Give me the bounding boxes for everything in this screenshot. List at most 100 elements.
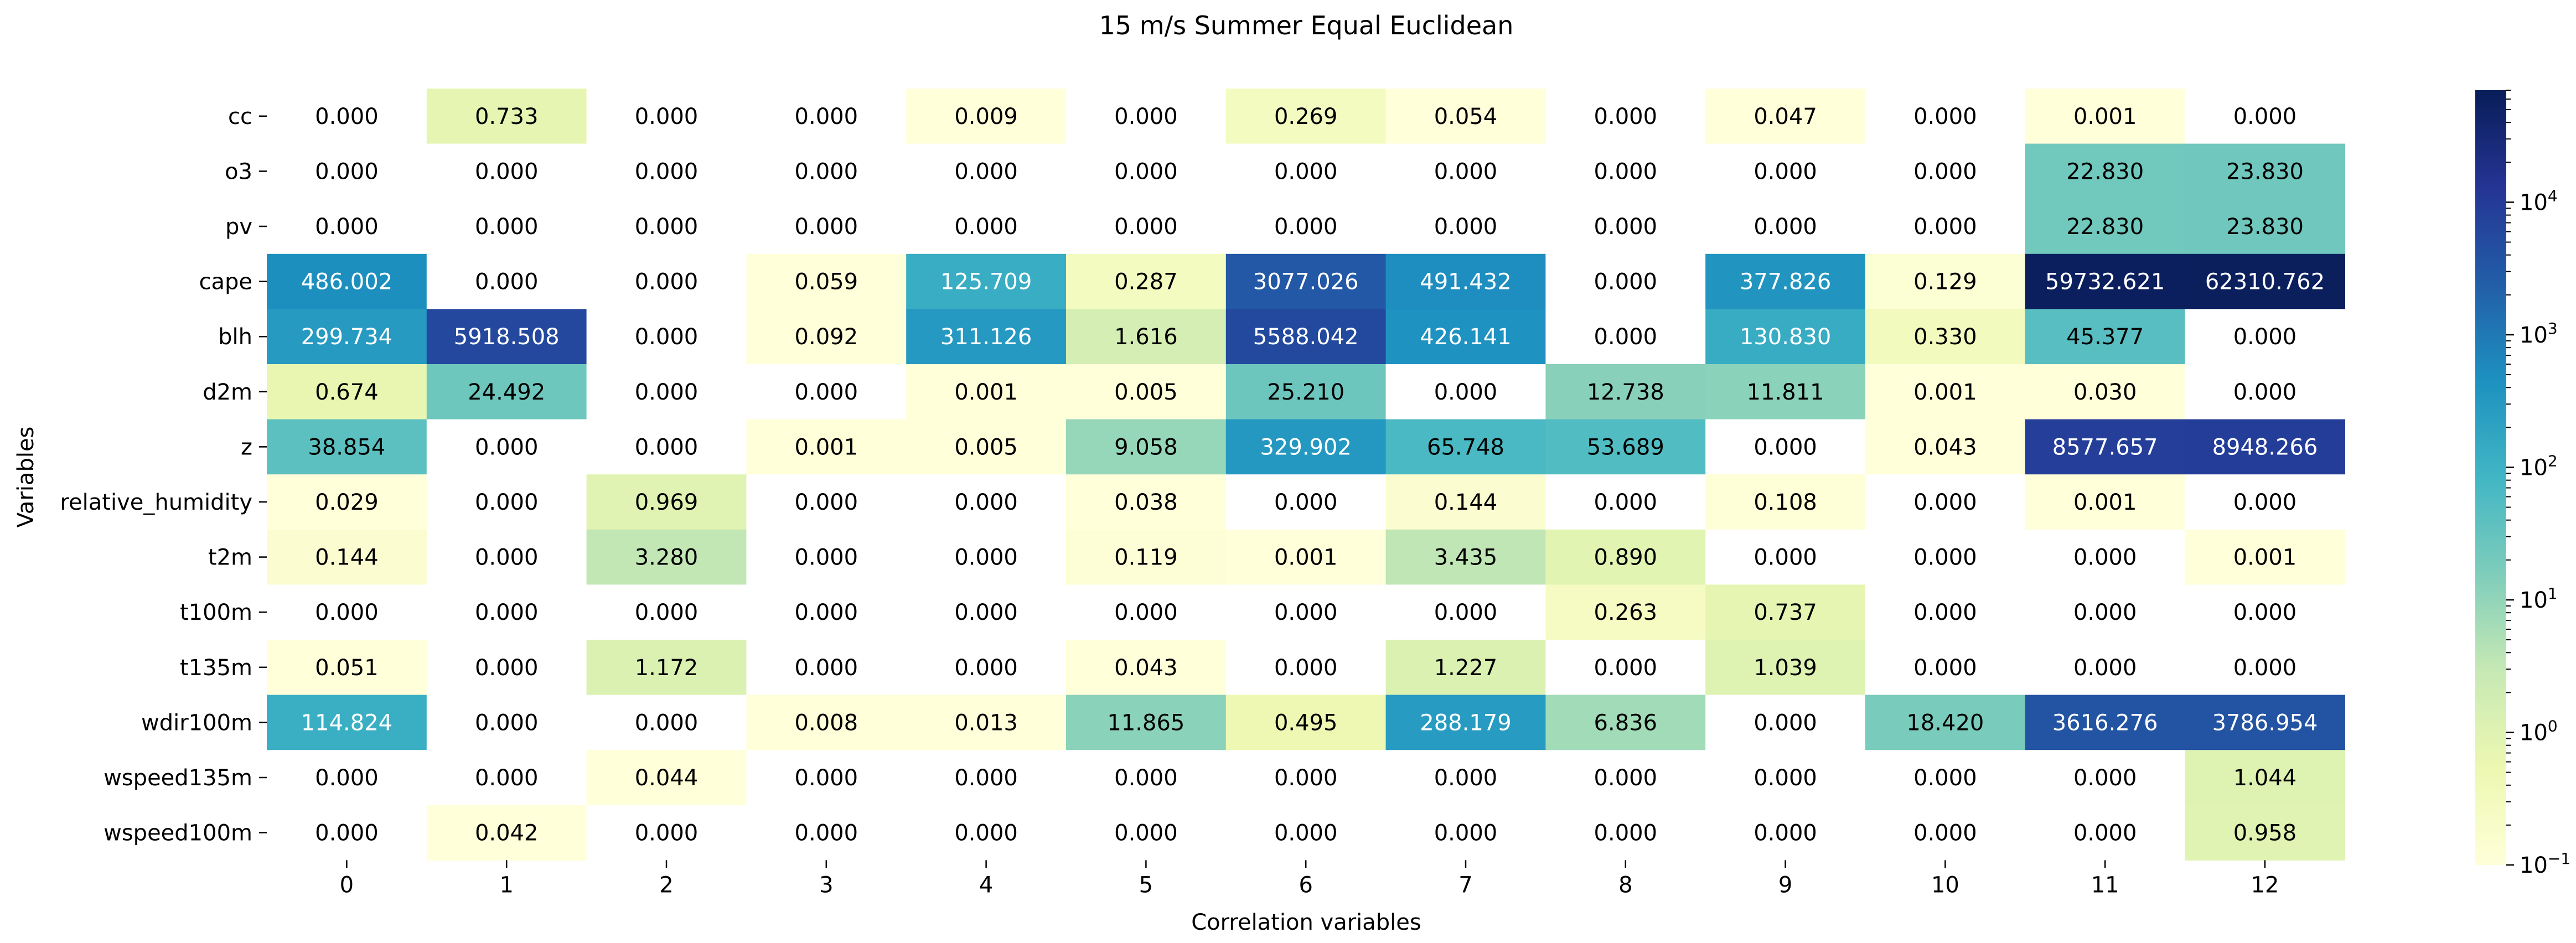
heatmap-cell: [1385, 253, 1546, 309]
cell-value-label: 0.000: [1274, 600, 1338, 625]
heatmap-cell: [426, 364, 587, 420]
y-tick-label: z: [241, 434, 252, 460]
cell-value-label: 329.902: [1260, 434, 1351, 460]
cell-value-label: 0.042: [475, 821, 539, 846]
heatmap-cell: [2025, 199, 2186, 255]
heatmap-cell: [1865, 805, 2026, 861]
y-tick-label: wspeed100m: [104, 821, 252, 846]
heatmap-cell: [2185, 364, 2345, 420]
cell-value-label: 0.263: [1594, 600, 1658, 625]
x-axis-label: Correlation variables: [1191, 910, 1421, 935]
x-tick-label: 9: [1778, 872, 1792, 898]
y-tick-label: cape: [199, 270, 252, 295]
cell-value-label: 486.002: [301, 270, 392, 295]
cell-value-label: 0.000: [1594, 104, 1658, 129]
cell-value-label: 130.830: [1740, 324, 1831, 350]
heatmap-cell: [1545, 529, 1706, 585]
cell-value-label: 1.227: [1434, 655, 1498, 681]
heatmap-cell: [2185, 529, 2345, 585]
x-tick-label: 6: [1299, 872, 1312, 898]
cell-value-label: 0.000: [1753, 821, 1817, 846]
heatmap-cell: [1705, 419, 1866, 475]
cell-value-label: 0.000: [1753, 765, 1817, 791]
cell-value-label: 0.000: [1434, 380, 1498, 405]
heatmap-cell: [1865, 695, 2026, 750]
heatmap-cell: [906, 640, 1067, 696]
heatmap-cell: [1545, 199, 1706, 255]
heatmap-cell: [1705, 640, 1866, 696]
cell-value-label: 11.865: [1107, 710, 1184, 735]
heatmap-cell: [2185, 750, 2345, 806]
heatmap-cell: [2185, 143, 2345, 199]
cell-value-label: 0.000: [795, 380, 858, 405]
cell-value-label: 0.000: [635, 104, 699, 129]
cell-value-label: 114.824: [301, 710, 392, 735]
cell-value-label: 0.000: [1753, 214, 1817, 240]
heatmap-cell: [1225, 364, 1387, 420]
cell-value-label: 0.000: [1274, 655, 1338, 681]
heatmap-cell: [2185, 309, 2345, 365]
heatmap-cell: [267, 584, 427, 640]
cell-value-label: 0.001: [954, 380, 1018, 405]
cell-value-label: 0.000: [635, 710, 699, 735]
cell-value-label: 0.000: [1434, 214, 1498, 240]
cell-value-label: 0.000: [315, 765, 379, 791]
cell-value-label: 288.179: [1420, 710, 1511, 735]
y-tick-label: o3: [225, 159, 252, 184]
cell-value-label: 0.000: [1114, 600, 1178, 625]
heatmap-cell: [2025, 89, 2186, 144]
cell-value-label: 0.144: [1434, 490, 1498, 515]
heatmap-cell: [1545, 364, 1706, 420]
heatmap-cell: [1545, 640, 1706, 696]
heatmap-cell: [746, 805, 907, 861]
heatmap-cell: [2025, 529, 2186, 585]
heatmap-cell: [2025, 419, 2186, 475]
heatmap-cell: [1865, 640, 2026, 696]
cell-value-label: 0.000: [1594, 270, 1658, 295]
cell-value-label: 299.734: [301, 324, 392, 350]
heatmap-cell: [1225, 199, 1387, 255]
cell-value-label: 0.000: [2233, 380, 2297, 405]
heatmap-cell: [1705, 474, 1866, 530]
heatmap-cell: [586, 364, 747, 420]
cell-value-label: 0.059: [795, 270, 858, 295]
y-tick-label: wspeed135m: [104, 765, 252, 791]
y-tick-label: pv: [225, 214, 252, 240]
y-tick-label: wdir100m: [141, 710, 252, 735]
heatmap-cell: [746, 640, 907, 696]
heatmap-cell: [1225, 805, 1387, 861]
cell-value-label: 0.000: [635, 821, 699, 846]
heatmap-cell: [1385, 529, 1546, 585]
heatmap-cell: [2185, 89, 2345, 144]
cell-value-label: 377.826: [1740, 270, 1831, 295]
cell-value-label: 0.000: [954, 600, 1018, 625]
heatmap-cell: [2185, 419, 2345, 475]
heatmap-cell: [1066, 364, 1227, 420]
heatmap-cell: [1066, 695, 1227, 750]
heatmap-cell: [1225, 419, 1387, 475]
heatmap-cell: [586, 253, 747, 309]
cell-value-label: 0.000: [475, 159, 539, 184]
cell-value-label: 59732.621: [2045, 270, 2165, 295]
cell-value-label: 0.009: [954, 104, 1018, 129]
heatmap-cell: [1865, 474, 2026, 530]
heatmap-cell: [1545, 253, 1706, 309]
x-tick-label: 4: [979, 872, 993, 898]
y-axis-label: Variables: [13, 427, 39, 528]
cell-value-label: 0.000: [315, 214, 379, 240]
heatmap-cell: [746, 474, 907, 530]
heatmap-cell: [1865, 89, 2026, 144]
heatmap-cell: [1385, 364, 1546, 420]
cell-value-label: 0.000: [315, 821, 379, 846]
heatmap-cell: [426, 584, 587, 640]
heatmap-cell: [267, 89, 427, 144]
cell-value-label: 0.000: [1913, 214, 1977, 240]
heatmap-cell: [906, 805, 1067, 861]
cell-value-label: 0.000: [635, 214, 699, 240]
cell-value-label: 0.000: [1274, 821, 1338, 846]
cell-value-label: 0.000: [635, 324, 699, 350]
cell-value-label: 0.000: [1114, 104, 1178, 129]
cell-value-label: 0.000: [475, 710, 539, 735]
cell-value-label: 0.287: [1114, 270, 1178, 295]
